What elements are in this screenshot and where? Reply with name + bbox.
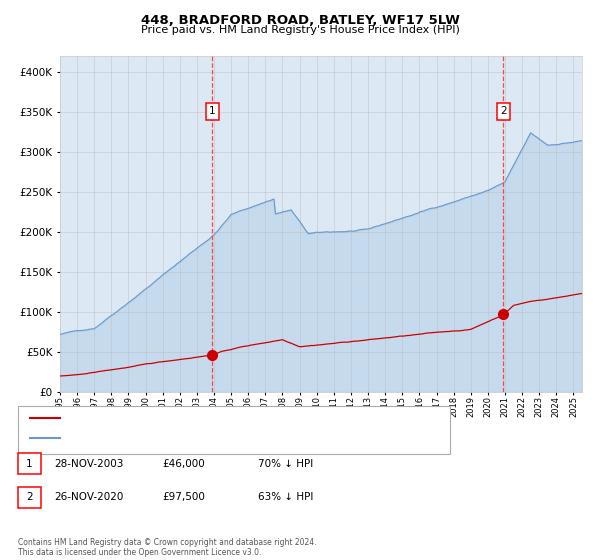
Text: 63% ↓ HPI: 63% ↓ HPI [258,492,313,502]
Text: 28-NOV-2003: 28-NOV-2003 [54,459,124,469]
Text: 70% ↓ HPI: 70% ↓ HPI [258,459,313,469]
Text: 2: 2 [500,106,507,116]
Text: £97,500: £97,500 [162,492,205,502]
Text: 448, BRADFORD ROAD, BATLEY, WF17 5LW (detached house): 448, BRADFORD ROAD, BATLEY, WF17 5LW (de… [66,413,367,423]
Text: 448, BRADFORD ROAD, BATLEY, WF17 5LW: 448, BRADFORD ROAD, BATLEY, WF17 5LW [140,14,460,27]
Text: Contains HM Land Registry data © Crown copyright and database right 2024.
This d: Contains HM Land Registry data © Crown c… [18,538,317,557]
Text: HPI: Average price, detached house, Kirklees: HPI: Average price, detached house, Kirk… [66,433,286,443]
Text: 1: 1 [26,459,33,469]
Text: Price paid vs. HM Land Registry's House Price Index (HPI): Price paid vs. HM Land Registry's House … [140,25,460,35]
Text: 1: 1 [209,106,216,116]
Text: £46,000: £46,000 [162,459,205,469]
Text: 26-NOV-2020: 26-NOV-2020 [54,492,124,502]
Text: 2: 2 [26,492,33,502]
